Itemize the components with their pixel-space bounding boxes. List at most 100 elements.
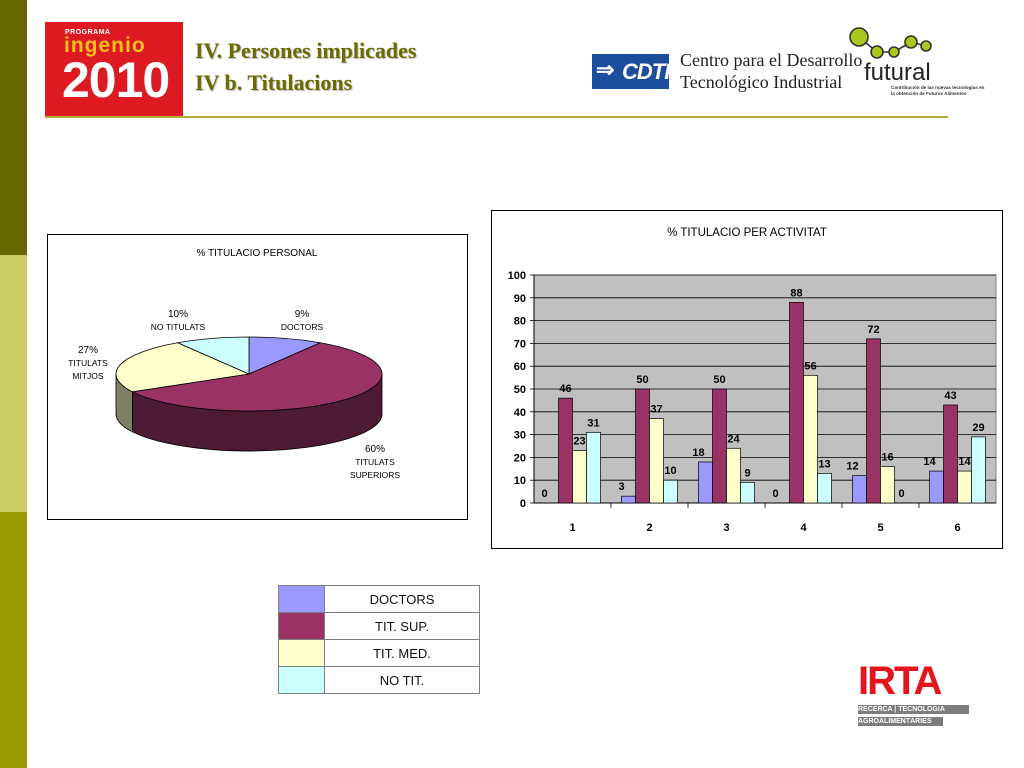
x-tick-label: 2 <box>646 522 652 534</box>
bar-data-label: 24 <box>727 433 740 445</box>
bar-data-label: 0 <box>541 488 547 500</box>
bar-data-label: 88 <box>790 287 802 299</box>
bar-data-label: 9 <box>744 467 750 479</box>
pie-label-1: 60% TITULATS SUPERIORS <box>350 444 400 480</box>
bar-chart-panel: % TITULACIO PER ACTIVITAT 0 10 20 30 40 50 60 70… <box>491 210 1003 549</box>
bar-chart-title: % TITULACIO PER ACTIVITAT <box>667 227 827 239</box>
bar-1-2 <box>649 418 664 504</box>
pie-label-text: SUPERIORS <box>350 470 400 480</box>
legend-row: TIT. MED. <box>278 639 480 667</box>
futural-molecule-icon <box>849 27 932 59</box>
x-tick-label: 6 <box>954 522 960 534</box>
bar-data-label: 0 <box>898 488 904 500</box>
legend-row: TIT. SUP. <box>278 612 480 640</box>
bar-data-label: 0 <box>772 488 778 500</box>
x-tick-label: 5 <box>877 522 883 534</box>
bar-3-3 <box>817 473 832 504</box>
bar-data-label: 56 <box>804 360 816 372</box>
y-tick-label: 60 <box>514 361 526 373</box>
bar-2-2 <box>726 447 741 504</box>
bar-4-1 <box>866 338 881 504</box>
pie-slice-3 <box>176 336 250 375</box>
bar-data-label: 29 <box>972 422 984 434</box>
y-tick-label: 10 <box>514 475 526 487</box>
ingenio-2010-logo: PROGRAMA ingenio 2010 <box>45 22 183 116</box>
bar-3-2 <box>803 374 818 504</box>
pie-chart-panel: % TITULACIO PERSONAL 9% DOCTORS 60% TITULATS… <box>47 234 468 520</box>
futural-logo-name: futural <box>864 59 931 86</box>
pie-slice-2 <box>115 342 251 393</box>
pie-chart: % TITULACIO PERSONAL 9% DOCTORS 60% TITULATS… <box>68 248 400 480</box>
cdti-arrow-icon: ⇒ <box>596 57 615 82</box>
bar-data-label: 50 <box>636 374 648 386</box>
bar-3-1 <box>789 302 804 504</box>
pie-label-text: 9% <box>295 309 310 320</box>
bar-4-0 <box>852 475 867 504</box>
bar-data-label: 31 <box>587 417 599 429</box>
bar-data-label: 10 <box>664 465 676 477</box>
pie-label-text: 10% <box>168 309 188 320</box>
bar-data-label: 13 <box>818 458 830 470</box>
legend-row: NO TIT. <box>278 666 480 694</box>
bar-data-label: 14 <box>958 456 971 468</box>
cdti-logo: ⇒ CDTI <box>592 54 670 89</box>
y-tick-label: 30 <box>514 430 526 442</box>
bar-2-3 <box>740 482 755 504</box>
irta-logo-line2: AGROALIMENTÀRIES <box>858 717 943 726</box>
legend-swatch <box>278 612 325 640</box>
legend-swatch <box>278 666 325 694</box>
legend-swatch <box>278 639 325 667</box>
bar-1-0 <box>621 495 636 504</box>
bar-data-label: 14 <box>923 456 936 468</box>
legend-row: DOCTORS <box>278 585 480 613</box>
bar-5-2 <box>957 470 972 504</box>
bar-data-label: 12 <box>846 461 858 473</box>
bar-5-0 <box>929 470 944 504</box>
bar-data-label: 50 <box>713 374 725 386</box>
sidebar-stripe-middle <box>0 255 27 512</box>
pie-label-text: DOCTORS <box>281 322 324 332</box>
pie-label-text: TITULATS <box>355 457 395 467</box>
sidebar-stripe-bottom <box>0 512 27 768</box>
bar-2-1 <box>712 388 727 504</box>
y-tick-label: 100 <box>508 270 526 282</box>
pie-label-3: 10% NO TITULATS <box>151 309 206 332</box>
bar-data-label: 18 <box>692 447 704 459</box>
ingenio-logo-word: ingenio <box>64 34 146 57</box>
futural-tagline-1: Contribución de las nuevas tecnologías e… <box>891 85 985 90</box>
pie-chart-title: % TITULACIO PERSONAL <box>197 248 318 259</box>
series-legend-table: DOCTORS TIT. SUP. TIT. MED. NO TIT. <box>278 585 480 694</box>
irta-logo: IRTA RECERCA | TECNOLOGIA AGROALIMENTÀRI… <box>858 659 971 727</box>
bar-0-1 <box>558 397 573 504</box>
sidebar-stripe-top <box>0 0 27 255</box>
pie-label-2: 27% TITULATS MITJOS <box>68 345 108 381</box>
y-tick-label: 80 <box>514 316 526 328</box>
legend-swatch <box>278 585 325 613</box>
bar-1-3 <box>663 479 678 504</box>
bar-data-label: 23 <box>573 436 585 448</box>
pie-label-text: 27% <box>78 345 98 356</box>
bar-5-3 <box>971 436 986 504</box>
y-tick-label: 20 <box>514 452 526 464</box>
pie-label-text: 60% <box>365 444 385 455</box>
ingenio-logo-program: PROGRAMA <box>65 29 111 36</box>
bar-0-3 <box>586 431 601 504</box>
bar-data-label: 3 <box>618 481 624 493</box>
pie-slice-1 <box>131 342 383 412</box>
bar-data-label: 43 <box>944 390 956 402</box>
x-tick-label: 3 <box>723 522 729 534</box>
pie-label-text: TITULATS <box>68 358 108 368</box>
bar-5-1 <box>943 404 958 504</box>
pie-label-text: NO TITULATS <box>151 322 206 332</box>
irta-logo-name: IRTA <box>858 659 942 703</box>
slide-subtitle: IV b. Titulacions <box>195 70 353 95</box>
y-tick-label: 0 <box>520 498 526 510</box>
legend-label: DOCTORS <box>324 585 480 613</box>
futural-tagline-2: la obtención de Futuros Alimentos <box>891 91 967 96</box>
futural-logo: futural Contribución de las nuevas tecno… <box>849 27 985 96</box>
pie-label-0: 9% DOCTORS <box>281 309 324 332</box>
title-divider <box>45 116 948 118</box>
y-tick-label: 70 <box>514 338 526 350</box>
y-tick-label: 90 <box>514 293 526 305</box>
bar-chart: % TITULACIO PER ACTIVITAT010203040506070… <box>508 227 997 534</box>
